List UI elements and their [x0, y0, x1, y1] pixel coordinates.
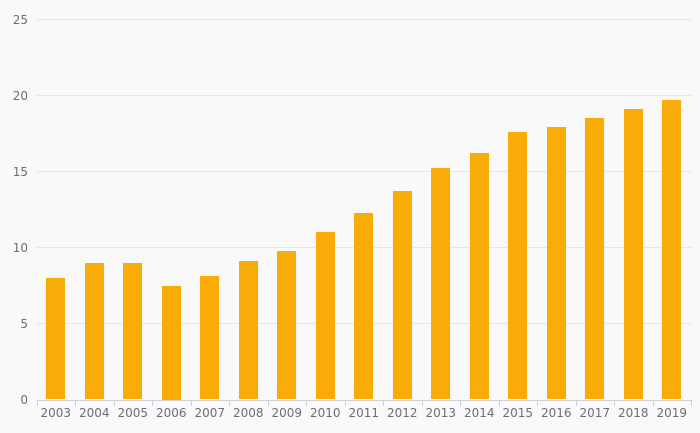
bar-2010[interactable] [315, 232, 335, 400]
x-axis-label-2003: 2003 [40, 405, 72, 420]
x-axis-label-2010: 2010 [309, 405, 341, 420]
x-axis-tick [383, 400, 384, 406]
bar-2017[interactable] [585, 118, 605, 400]
x-axis-tick [190, 400, 192, 406]
x-axis-label-2012: 2012 [386, 405, 418, 420]
x-axis-label-2009: 2009 [271, 405, 303, 420]
bar-2006[interactable] [161, 285, 181, 400]
x-axis-tick [113, 400, 115, 406]
x-axis-tick [498, 400, 500, 406]
bar-2008[interactable] [238, 261, 258, 400]
x-axis-label-2011: 2011 [348, 405, 380, 420]
x-axis-label-2005: 2005 [117, 405, 149, 420]
y-axis-tick-label: 20 [12, 88, 28, 103]
x-axis-tick [614, 400, 615, 406]
x-axis-tick [36, 400, 38, 406]
x-axis-label-2008: 2008 [232, 405, 264, 420]
x-axis-tick [267, 400, 269, 406]
bar-2015[interactable] [508, 131, 528, 400]
x-axis-label-2016: 2016 [540, 405, 572, 420]
x-axis-label-2014: 2014 [463, 405, 495, 420]
bar-2007[interactable] [200, 276, 220, 400]
bar-2018[interactable] [623, 109, 643, 400]
bar-2003[interactable] [46, 277, 66, 400]
x-axis-tick [575, 400, 577, 406]
x-axis-label-2004: 2004 [78, 405, 110, 420]
bar-2009[interactable] [277, 250, 297, 400]
y-axis-tick-label: 25 [12, 12, 28, 27]
y-axis-tick-label: 5 [20, 316, 28, 331]
x-axis-label-2018: 2018 [617, 405, 649, 420]
x-axis-tick [152, 400, 153, 406]
x-axis-tick [537, 400, 538, 406]
gridline-20 [36, 95, 691, 96]
y-axis-tick-label: 10 [12, 240, 28, 255]
x-axis-line [36, 399, 692, 401]
bar-2005[interactable] [123, 262, 143, 400]
bar-2019[interactable] [662, 100, 682, 400]
x-axis-tick [652, 400, 654, 406]
x-axis-tick [306, 400, 307, 406]
x-axis-tick [229, 400, 230, 406]
bar-2011[interactable] [354, 212, 374, 400]
x-axis-label-2015: 2015 [502, 405, 534, 420]
bar-2012[interactable] [392, 191, 412, 400]
y-axis-tick-label: 15 [12, 164, 28, 179]
x-axis-label-2019: 2019 [656, 405, 688, 420]
x-axis-label-2013: 2013 [425, 405, 457, 420]
bar-2004[interactable] [84, 262, 104, 400]
x-axis-tick [460, 400, 461, 406]
x-axis-tick [691, 400, 692, 406]
x-axis-label-2006: 2006 [155, 405, 187, 420]
gridline-25 [36, 19, 691, 20]
x-axis-label-2017: 2017 [579, 405, 611, 420]
bar-2013[interactable] [431, 168, 451, 400]
x-axis-tick [75, 400, 76, 406]
x-axis-tick [344, 400, 346, 406]
bar-2014[interactable] [469, 153, 489, 400]
y-axis-tick-label: 0 [20, 392, 28, 407]
gridline-15 [36, 171, 691, 172]
bar-2016[interactable] [546, 127, 566, 400]
x-axis-label-2007: 2007 [194, 405, 226, 420]
x-axis-tick [421, 400, 423, 406]
